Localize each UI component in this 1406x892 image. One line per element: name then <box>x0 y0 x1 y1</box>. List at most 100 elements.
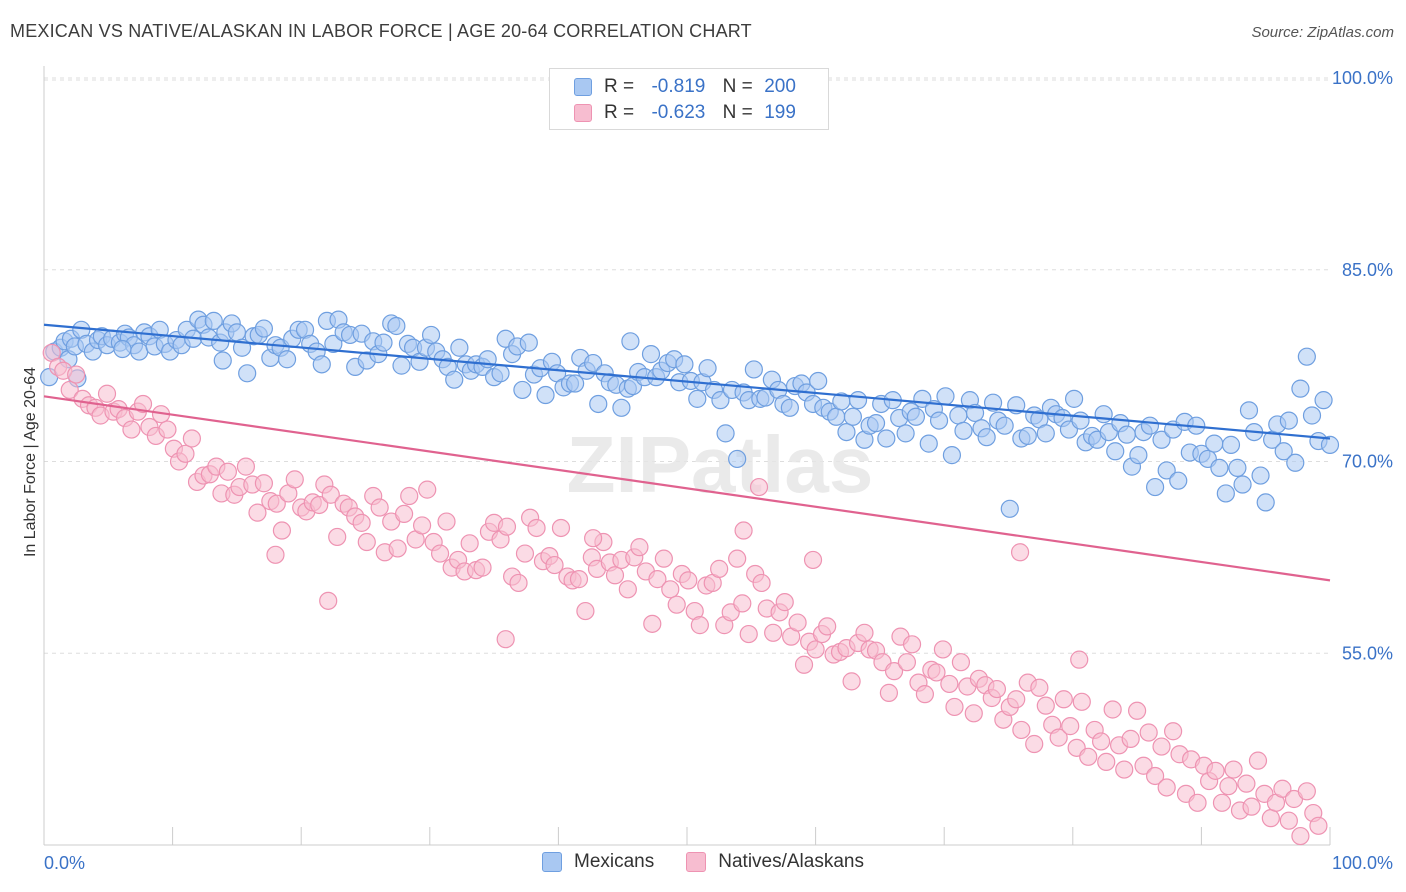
native-point <box>855 623 874 642</box>
native-point <box>176 444 195 463</box>
y-tick-label: 100.0% <box>1332 68 1393 88</box>
native-point <box>551 518 571 538</box>
native-point <box>1206 761 1225 780</box>
native-point <box>584 529 603 548</box>
mexican-point <box>277 350 297 369</box>
mexican-point <box>1152 430 1171 449</box>
mexican-point <box>1291 379 1310 398</box>
mexican-point <box>936 387 955 406</box>
native-point <box>739 624 758 644</box>
native-point <box>400 486 419 506</box>
native-point <box>1219 777 1238 796</box>
mexican-point <box>983 393 1003 412</box>
native-point <box>1049 728 1068 747</box>
mexican-point <box>995 416 1014 435</box>
mexican-point <box>827 407 846 426</box>
mexican-point <box>566 374 585 393</box>
pink-swatch <box>574 104 592 122</box>
native-point <box>1242 797 1261 816</box>
native-point <box>158 420 177 439</box>
native-point <box>964 704 983 723</box>
native-point <box>775 593 794 612</box>
native-point <box>794 655 814 674</box>
mexican-point <box>621 332 640 351</box>
native-point <box>1139 723 1158 742</box>
native-point <box>285 470 304 489</box>
legend-label: Mexicans <box>574 851 655 872</box>
native-point <box>1212 793 1232 812</box>
native-point <box>1054 690 1073 709</box>
native-point <box>67 365 86 384</box>
native-point <box>133 394 153 414</box>
native-point <box>460 534 479 553</box>
native-point <box>690 616 709 635</box>
native-point <box>267 494 286 513</box>
native-point <box>1115 760 1134 779</box>
native-point <box>388 539 407 558</box>
blue-swatch <box>574 78 592 96</box>
native-point <box>733 594 752 613</box>
mexican-point <box>1140 416 1160 435</box>
y-axis-title: In Labor Force | Age 20-64 <box>22 367 39 557</box>
mexican-point <box>728 449 747 469</box>
native-point <box>473 558 492 577</box>
native-point <box>272 521 292 540</box>
native-point <box>618 580 637 599</box>
mexican-point <box>238 364 257 383</box>
native-point <box>321 485 340 504</box>
native-point <box>842 672 861 691</box>
native-point <box>1007 690 1026 709</box>
mexican-point <box>421 325 441 345</box>
native-point <box>897 653 917 672</box>
r-label: R = <box>604 76 635 97</box>
native-point <box>497 517 517 536</box>
mexican-point <box>848 391 868 410</box>
mexican-point <box>1251 466 1270 485</box>
native-point <box>1157 778 1176 797</box>
mexican-point <box>919 434 938 453</box>
native-point <box>254 474 274 493</box>
mexican-trend-line <box>43 323 1331 440</box>
native-point <box>394 504 414 524</box>
y-tick-label: 70.0% <box>1342 452 1393 472</box>
native-point <box>1097 752 1116 772</box>
native-point <box>648 570 667 589</box>
native-point <box>945 697 964 717</box>
native-point <box>679 571 698 590</box>
native-point <box>97 384 117 403</box>
native-point <box>1134 756 1153 775</box>
native-point <box>933 640 953 659</box>
mexican-point <box>1221 435 1241 454</box>
native-point <box>1291 826 1310 846</box>
mexican-point <box>1157 461 1176 480</box>
mexican-point <box>1117 425 1136 444</box>
native-point <box>527 518 546 538</box>
native-point <box>352 513 371 532</box>
mexican-point <box>1064 389 1084 408</box>
native-point <box>1273 779 1292 798</box>
mexican-point <box>1129 446 1148 465</box>
mexican-point <box>1216 484 1235 503</box>
native-point <box>605 566 625 585</box>
n-label: N = <box>722 102 753 123</box>
native-point <box>1279 811 1298 830</box>
native-point <box>630 538 649 557</box>
native-point <box>818 617 837 636</box>
mexican-point <box>1279 411 1298 430</box>
native-point <box>667 595 686 614</box>
native-point <box>1061 717 1080 736</box>
native-point <box>734 521 753 540</box>
mexican-point <box>1210 458 1229 477</box>
native-point <box>1297 782 1316 801</box>
mexican-point <box>675 355 694 374</box>
native-point <box>951 653 971 672</box>
legend-item-natives: Natives/Alaskans <box>686 851 864 873</box>
native-point <box>1164 722 1183 741</box>
mexican-point <box>1036 424 1055 443</box>
native-point <box>915 685 935 704</box>
r-value: -0.819 <box>651 76 706 97</box>
native-point <box>788 613 807 632</box>
mexican-point <box>1297 347 1316 366</box>
n-value: 199 <box>764 102 796 123</box>
